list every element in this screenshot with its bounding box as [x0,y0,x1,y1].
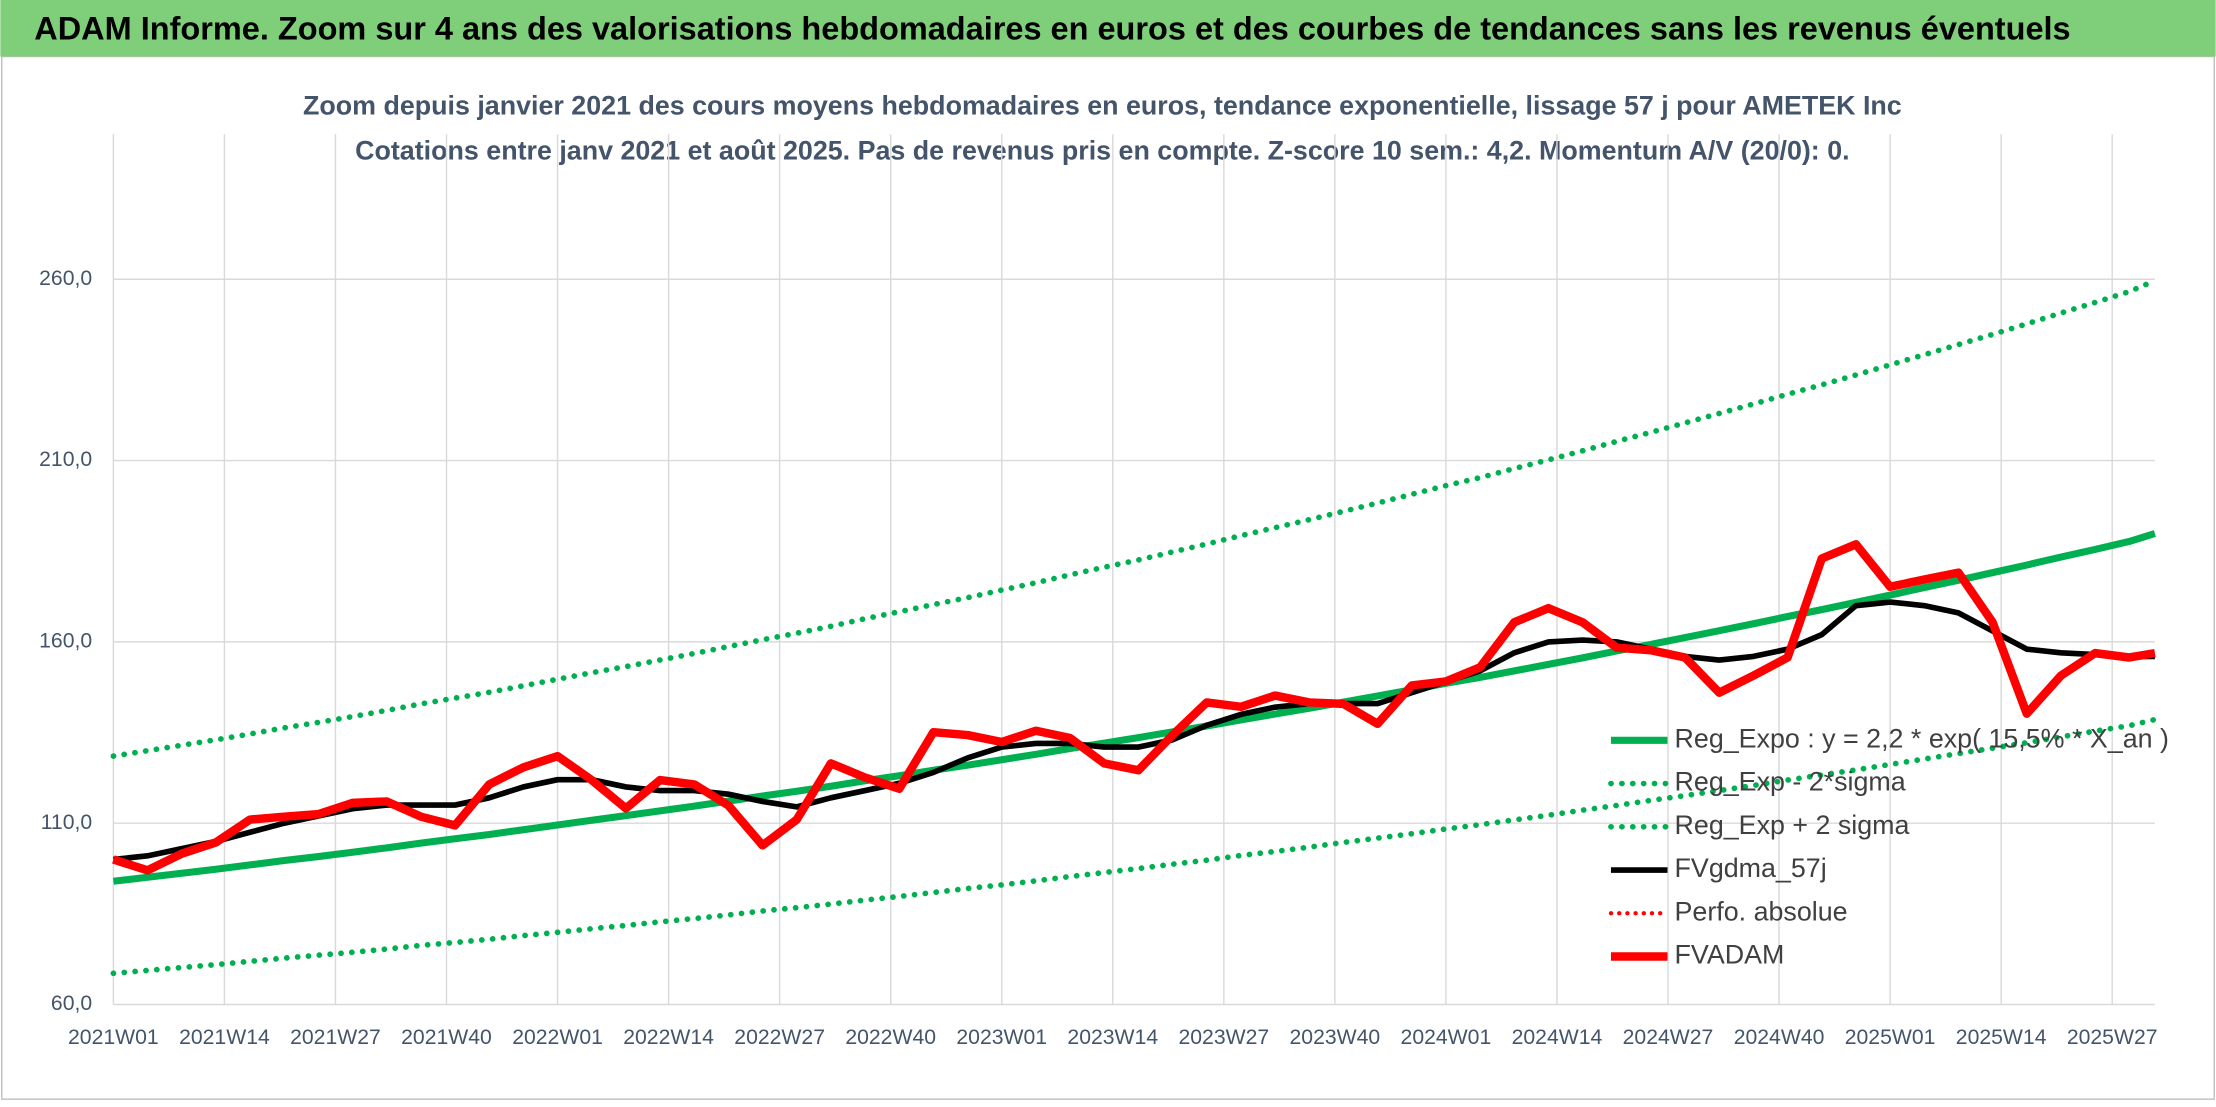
chart-subtitle: Zoom depuis janvier 2021 des cours moyen… [303,90,1902,120]
legend-label: FVgdma_57j [1675,853,1827,883]
x-tick-label: 2023W27 [1178,1026,1269,1049]
legend-label: Reg_Expo : y = 2,2 * exp( 15,5% * X_an ) [1675,723,2169,753]
y-tick-label: 160,0 [39,629,92,652]
x-tick-label: 2022W01 [512,1026,603,1049]
x-tick-label: 2023W40 [1290,1026,1381,1049]
x-tick-label: 2022W27 [734,1026,825,1049]
header-bar [0,0,2216,57]
legend-label: Reg_Exp - 2*sigma [1675,767,1906,797]
x-tick-label: 2025W14 [1956,1026,2047,1049]
series-line [113,599,2155,863]
chart-subtitle: Cotations entre janv 2021 et août 2025. … [355,136,1849,166]
header-title: ADAM Informe. Zoom sur 4 ans des valoris… [34,11,2070,47]
legend-label: FVADAM [1675,940,1785,970]
x-tick-label: 2021W40 [401,1026,492,1049]
x-tick-label: 2021W27 [290,1026,381,1049]
x-tick-label: 2023W14 [1067,1026,1158,1049]
series-line [110,277,2158,759]
y-tick-label: 260,0 [39,267,92,290]
x-tick-label: 2021W01 [68,1026,159,1049]
series-line [112,540,2156,875]
y-tick-label: 110,0 [41,811,92,834]
series-line [110,716,2158,977]
y-tick-label: 60,0 [51,992,92,1015]
series-line [112,530,2156,885]
x-tick-label: 2024W14 [1512,1026,1603,1049]
x-tick-label: 2022W40 [845,1026,936,1049]
legend-label: Perfo. absolue [1675,896,1848,926]
legend-label: Reg_Exp + 2 sigma [1675,810,1910,840]
x-tick-label: 2021W14 [179,1026,270,1049]
x-tick-label: 2025W01 [1845,1026,1936,1049]
x-tick-label: 2022W14 [623,1026,714,1049]
y-tick-label: 210,0 [39,448,92,471]
x-tick-label: 2024W01 [1401,1026,1492,1049]
x-tick-label: 2024W40 [1734,1026,1825,1049]
x-tick-label: 2024W27 [1623,1026,1714,1049]
x-tick-label: 2025W27 [2067,1026,2158,1049]
x-tick-label: 2023W01 [956,1026,1047,1049]
